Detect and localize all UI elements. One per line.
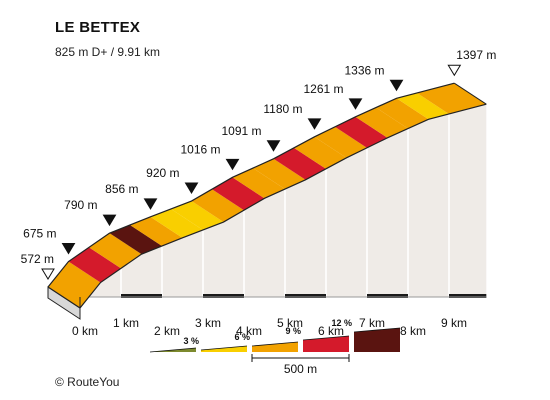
km-tick-label: 0 km (72, 324, 98, 338)
legend-swatch-edge (200, 345, 248, 351)
gradient-segment (273, 147, 326, 180)
legend-label: 6 % (234, 332, 250, 342)
km-tick-label: 3 km (195, 316, 221, 330)
surface-back-edge (47, 82, 455, 288)
gradient-segment (396, 92, 449, 120)
elevation-label: 790 m (64, 198, 97, 212)
legend-swatch (252, 342, 298, 352)
gradient-segment (109, 225, 162, 255)
elevation-label: 1091 m (221, 124, 261, 138)
start-end-marker-icon (447, 64, 462, 77)
elevation-marker-icon (307, 118, 322, 130)
gradient-segment (130, 216, 183, 247)
elevation-marker-icon (389, 79, 404, 92)
gradient-segment (253, 158, 306, 190)
chart-title: LE BETTEX (55, 19, 141, 36)
km-tick-label: 2 km (154, 324, 180, 338)
gradient-segment (212, 177, 265, 211)
km-tick-label: 1 km (113, 316, 139, 330)
elevation-label: 1261 m (303, 82, 343, 96)
gradient-segment (335, 116, 388, 148)
km-tick-label: 6 km (318, 324, 344, 338)
gradient-segment (150, 208, 203, 238)
elevation-marker-icon (102, 214, 117, 227)
legend-swatch (354, 328, 400, 352)
km-tick-label: 5 km (277, 316, 303, 330)
legend-swatch-edge (251, 341, 299, 347)
legend-label: 12 % (331, 318, 352, 328)
legend-swatch-edge (149, 347, 197, 353)
gradient-segment (232, 168, 285, 199)
gradient-segment (314, 126, 367, 158)
gradient-segment (417, 83, 487, 114)
km-scale-bar (121, 294, 162, 298)
surface-front-edge (79, 103, 487, 309)
routeyou-credit: © RouteYou (55, 375, 120, 389)
km-tick-label: 8 km (400, 324, 426, 338)
surface-start-edge (47, 286, 81, 309)
gradient-segment (191, 189, 244, 223)
elevation-marker-icon (143, 198, 158, 210)
km-tick-label: 9 km (441, 316, 467, 330)
scale-label: 500 m (284, 362, 317, 376)
km-tick-label: 4 km (236, 324, 262, 338)
gradient-segment (294, 136, 347, 169)
elevation-label: 1397 m (456, 48, 496, 62)
elevation-label: 572 m (21, 252, 54, 266)
profile-side-face (80, 104, 487, 308)
elevation-label: 1336 m (344, 63, 384, 77)
elevation-label: 856 m (105, 182, 138, 196)
elevation-label: 920 m (146, 166, 179, 180)
gradient-segment (376, 98, 429, 129)
km-scale-bar (203, 294, 244, 298)
legend-swatch (201, 346, 247, 352)
elevation-marker-icon (266, 140, 281, 152)
elevation-marker-icon (225, 158, 240, 171)
legend-swatch-edge (353, 327, 401, 333)
elevation-label: 1016 m (180, 142, 220, 156)
legend-label: 3 % (183, 336, 199, 346)
surface-end-edge (454, 82, 487, 105)
start-end-marker-icon (41, 268, 55, 280)
km-scale-bar (367, 294, 408, 298)
elevation-marker-icon (61, 243, 76, 255)
gradient-segment (171, 201, 224, 230)
gradient-segment (355, 107, 408, 138)
legend-swatch-edge (302, 335, 350, 341)
km-scale-bar (449, 294, 487, 298)
legend-swatch (303, 336, 349, 352)
elevation-marker-icon (348, 98, 363, 110)
chart-subtitle: 825 m D+ / 9.91 km (55, 45, 161, 59)
km-tick-label: 7 km (359, 316, 385, 330)
gradient-segment (48, 261, 101, 308)
elevation-label: 1180 m (263, 102, 302, 116)
elevation-marker-icon (184, 182, 199, 195)
legend-label: 9 % (285, 326, 301, 336)
elevation-label: 675 m (23, 227, 56, 241)
km-scale-bar (285, 294, 326, 298)
gradient-segment (68, 247, 121, 283)
gradient-segment (89, 233, 142, 269)
